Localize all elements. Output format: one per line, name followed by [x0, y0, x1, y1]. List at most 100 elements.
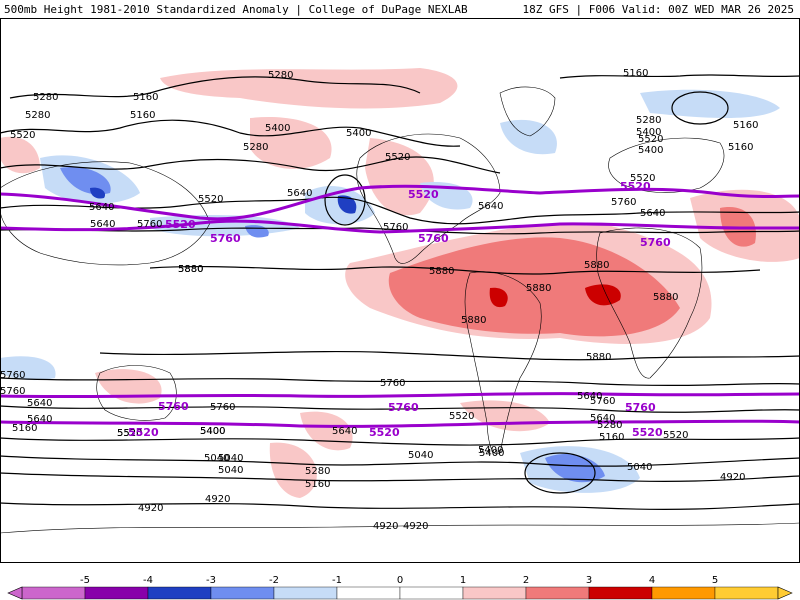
anomaly-pos-3	[585, 284, 621, 306]
negative-anomaly-shading	[0, 89, 780, 493]
highlight-label: 5520	[408, 188, 439, 201]
colorbar-tick-label: 4	[649, 575, 655, 586]
contour-label: 5760	[590, 396, 615, 407]
contour-label: 5400	[200, 426, 225, 437]
contour-5160-south	[0, 455, 800, 467]
contour-5400-south	[0, 437, 800, 446]
colorbar-tick-label: 2	[523, 575, 529, 586]
contour-label: 5640	[577, 391, 602, 402]
contour-label: 5160	[599, 432, 624, 443]
anomaly-pos-3	[489, 287, 508, 308]
contour-label: 5040	[218, 465, 243, 476]
contour-5760-south	[0, 377, 800, 387]
contour-label: 5520	[198, 194, 223, 205]
highlight-label: 5760	[388, 401, 419, 414]
colorbar-arrow-left	[7, 586, 23, 600]
contour-label: 4920	[403, 521, 428, 532]
colorbar-tick-label: 3	[586, 575, 592, 586]
anomaly-neg-1	[0, 356, 56, 381]
colorbar-segment	[210, 586, 275, 600]
contour-label: 5280	[25, 110, 50, 121]
contour-low-closed	[671, 91, 729, 125]
colorbar-segment	[588, 586, 653, 600]
colorbar-tick-label: 5	[712, 575, 718, 586]
anomaly-neg-3	[90, 187, 106, 199]
contour-5640-south	[0, 405, 800, 413]
contour-5520-highlight-south	[0, 419, 800, 428]
contour-label: 5400	[265, 123, 290, 134]
contour-label: 5640	[332, 426, 357, 437]
contour-label: 4920	[138, 503, 163, 514]
contour-label: 5280	[268, 70, 293, 81]
anomaly-neg-1	[640, 89, 780, 118]
model-run-info: 18Z GFS | F006 Valid: 00Z WED MAR 26 202…	[522, 3, 794, 16]
colorbar-segment	[147, 586, 212, 600]
contour-5040-south	[0, 472, 800, 482]
contour-label: 5640	[640, 208, 665, 219]
contour-label: 5880	[461, 315, 486, 326]
contour-5640	[0, 196, 800, 225]
contour-label: 5880	[429, 266, 454, 277]
colorbar-segment	[336, 586, 401, 600]
highlight-label: 5760	[158, 400, 189, 413]
contour-label: 5400	[200, 426, 225, 437]
contour-label: 5640	[90, 219, 115, 230]
contour-label: 5400	[478, 445, 503, 456]
highlight-label: 5520	[620, 180, 651, 193]
contour-5880-tropical	[149, 265, 761, 275]
contour-label: 5760	[380, 378, 405, 389]
colorbar-segment	[399, 586, 464, 600]
colorbar-tick-label: -2	[269, 575, 279, 586]
contour-label: 5040	[218, 453, 243, 464]
colorbar-segment	[84, 586, 149, 600]
contour-label: 5520	[638, 134, 663, 145]
contour-5520	[0, 156, 501, 174]
contour-low-closed	[324, 174, 366, 226]
coastline-europe	[608, 137, 725, 193]
contour-label: 5640	[27, 398, 52, 409]
contour-label: 5160	[305, 479, 330, 490]
contour-label: 5400	[638, 145, 663, 156]
contour-label: 5760	[0, 370, 25, 381]
highlight-label: 5520	[369, 426, 400, 439]
contour-label: 5760	[0, 386, 25, 397]
colorbar: -5 -4 -3 -2 -1 0 1 2 3 4 5	[7, 575, 793, 600]
contour-label: 5640	[478, 201, 503, 212]
colorbar-segment	[462, 586, 527, 600]
contour-label: 5880	[178, 264, 203, 275]
contour-label: 5400	[479, 448, 504, 459]
highlight-label: 5520	[632, 426, 663, 439]
contour-label: 5160	[623, 68, 648, 79]
anomaly-neg-1	[500, 119, 557, 155]
contour-label: 5040	[408, 450, 433, 461]
highlight-label: 5760	[418, 232, 449, 245]
coastline-africa	[596, 227, 703, 379]
contour-label: 5520	[663, 430, 688, 441]
contour-label: 5280	[243, 142, 268, 153]
highlight-label: 5760	[640, 236, 671, 249]
colorbar-tick-label: -5	[80, 575, 90, 586]
contour-label: 5520	[117, 428, 142, 439]
contour-label: 5160	[728, 142, 753, 153]
anomaly-neg-2	[60, 167, 111, 195]
contour-5160-north	[559, 74, 800, 79]
contour-5760-highlight-north	[0, 219, 800, 234]
colorbar-segment	[651, 586, 716, 600]
contour-5280-north	[9, 76, 421, 99]
contour-5400	[0, 119, 461, 147]
contour-label: 5520	[117, 428, 142, 439]
colorbar-segments	[21, 586, 779, 600]
contour-label: 5040	[204, 453, 229, 464]
highlight-label: 5520	[128, 426, 159, 439]
contour-label: 5880	[586, 352, 611, 363]
contour-label: 5280	[33, 92, 58, 103]
colorbar-tick-label: -3	[206, 575, 216, 586]
colorbar-segment	[273, 586, 338, 600]
contour-5760-highlight-south	[0, 392, 800, 399]
coastline-south-america	[464, 271, 542, 455]
contour-label: 5280	[305, 466, 330, 477]
contour-4920-south	[0, 502, 800, 510]
colorbar-tick-label: -4	[143, 575, 153, 586]
contour-label: 4920	[373, 521, 398, 532]
contour-label: 5400	[636, 127, 661, 138]
